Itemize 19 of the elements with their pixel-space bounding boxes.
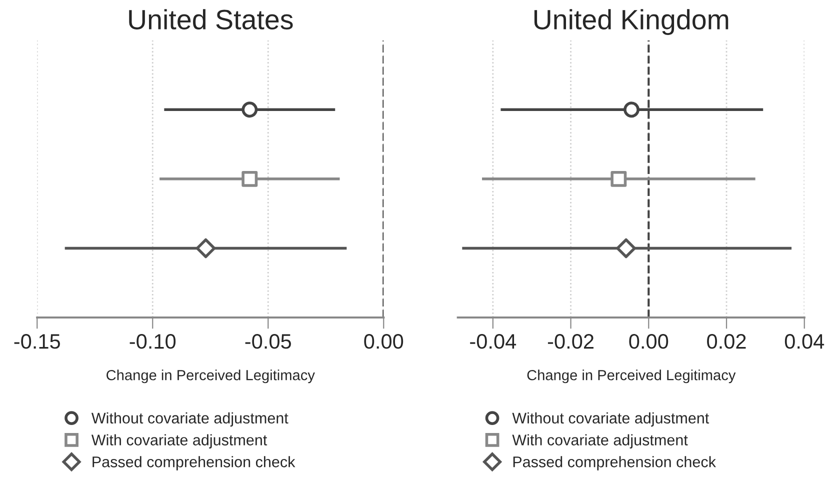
- chart-title: United Kingdom: [534, 9, 728, 35]
- legend-label: Passed comprehension check: [92, 456, 296, 470]
- x-tick-label: 0.00: [629, 334, 668, 349]
- x-tick-label: -0.04: [470, 334, 516, 349]
- x-axis-title: Change in Perceived Legitimacy: [527, 370, 736, 384]
- x-tick-label: -0.02: [548, 334, 594, 349]
- legend-label: Passed comprehension check: [513, 456, 716, 470]
- x-axis-title: Change in Perceived Legitimacy: [106, 370, 315, 384]
- legend-label: With covariate adjustment: [512, 434, 688, 448]
- legend-label: Without covariate adjustment: [512, 412, 710, 427]
- x-tick-label: 0.02: [707, 334, 746, 349]
- x-tick-label: 0.04: [784, 334, 824, 349]
- x-tick-label: -0.15: [14, 334, 60, 349]
- legend-label: Without covariate adjustment: [91, 412, 288, 427]
- legend-label: With covariate adjustment: [91, 434, 268, 448]
- x-tick-label: -0.05: [245, 334, 291, 349]
- x-tick-label: 0.00: [364, 334, 404, 349]
- chart-title: United States: [129, 9, 293, 30]
- x-tick-label: -0.10: [130, 334, 176, 349]
